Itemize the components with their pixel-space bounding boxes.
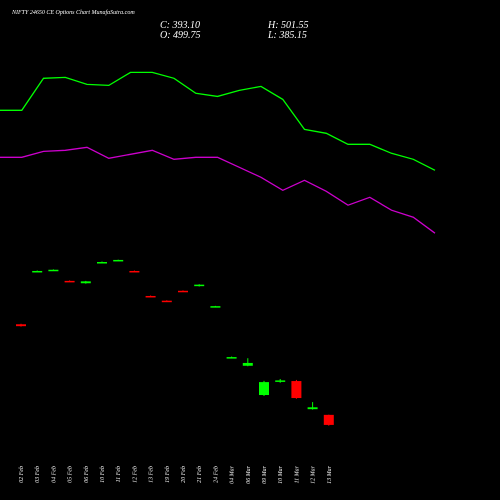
x-tick-label: 04 Mar — [229, 465, 236, 483]
x-tick-label: 11 Mar — [294, 465, 300, 483]
x-tick-label: 21 Feb — [197, 466, 203, 483]
candle-body — [113, 259, 124, 262]
candle-body — [307, 407, 318, 410]
x-tick-label: 10 Mar — [278, 465, 284, 483]
x-tick-label: 05 Feb — [68, 466, 74, 483]
candle-body — [210, 306, 221, 308]
indicator-line — [0, 71, 436, 171]
x-tick-label: 04 Feb — [50, 466, 57, 483]
x-tick-label: 11 Feb — [116, 466, 122, 482]
x-tick-label: 06 Feb — [84, 466, 90, 483]
ohlc-low: L: 385.15 — [267, 30, 307, 41]
x-tick-label: 02 Feb — [19, 466, 25, 483]
candle-body — [161, 300, 172, 303]
candle-body — [97, 262, 107, 264]
x-tick-label: 24 Feb — [212, 466, 219, 483]
candle-body — [129, 270, 140, 273]
chart-title: NIFTY 24650 CE Options Chart MunafaSutra… — [11, 9, 135, 16]
indicator-line — [0, 146, 436, 234]
candle-body — [64, 280, 75, 283]
x-tick-label: 19 Feb — [165, 466, 171, 483]
ohlc-open: O: 499.75 — [160, 30, 201, 41]
candle-body — [323, 414, 334, 425]
x-tick-label: 09 Mar — [262, 465, 268, 483]
candle-body — [275, 380, 286, 382]
candle-body — [259, 382, 269, 396]
candle-body — [80, 281, 91, 284]
x-tick-label: 20 Feb — [181, 466, 187, 483]
candle-body — [48, 269, 59, 272]
ohlc-high: H: 501.55 — [267, 20, 309, 31]
candle-body — [32, 270, 43, 273]
x-tick-label: 06 Mar — [246, 465, 252, 483]
x-tick-label: 13 Mar — [327, 465, 333, 483]
x-tick-label: 12 Feb — [132, 466, 138, 483]
candle-body — [226, 357, 237, 359]
candle-body — [194, 284, 205, 287]
candle-body — [16, 324, 26, 327]
x-tick-label: 12 Mar — [311, 465, 317, 483]
x-tick-label: 03 Feb — [35, 466, 41, 483]
candle-body — [242, 362, 253, 366]
x-tick-label: 13 Feb — [149, 466, 155, 483]
candle-body — [291, 381, 302, 399]
ohlc-close: C: 393.10 — [160, 20, 200, 31]
x-tick-label: 10 Feb — [100, 466, 106, 483]
candle-body — [145, 295, 156, 298]
candle-body — [178, 290, 188, 293]
